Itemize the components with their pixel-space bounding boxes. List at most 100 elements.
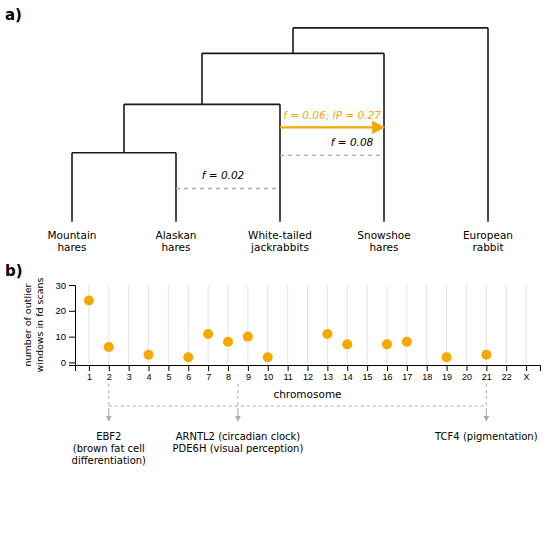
y-tick-label: 20 (55, 305, 66, 316)
dot (442, 352, 452, 362)
species-label: Europeanrabbit (463, 229, 513, 253)
x-tick-mark (168, 365, 169, 371)
x-tick-label: 20 (462, 372, 472, 382)
x-tick-mark (149, 365, 150, 371)
y-axis-title-line: windows in fd scans (34, 277, 45, 372)
x-tick-label: 2 (107, 372, 112, 382)
gene-flow-arrow (280, 126, 384, 128)
tree-branch (487, 28, 489, 222)
dot (481, 350, 491, 360)
y-tick: 30 (55, 280, 75, 291)
gene-label-line: (brown fat cell (73, 443, 145, 454)
dot (243, 332, 253, 342)
tree-branch (175, 153, 177, 222)
annotation-arrow (237, 408, 238, 421)
x-tick-mark (327, 365, 328, 371)
gene-annotations: EBF2(brown fat celldifferentiation) ARNTL… (72, 384, 538, 466)
species-label-line: White-tailed (248, 229, 312, 241)
tree-branch (71, 153, 73, 222)
x-tick: 3 (127, 365, 132, 382)
x-tick-mark (228, 365, 229, 371)
x-tick-mark (387, 365, 388, 371)
species-label-line: jackrabbits (250, 241, 309, 253)
dot (84, 295, 94, 305)
y-axis-title: number of outlierwindows in fd scans (22, 277, 45, 372)
grid-line (347, 285, 348, 365)
species-label-line: rabbit (472, 241, 503, 253)
grid-line (406, 285, 407, 365)
grid-line (426, 285, 427, 365)
gene-label: EBF2(brown fat celldifferentiation) (72, 431, 147, 466)
x-tick: 5 (166, 365, 171, 382)
x-tick-mark (208, 365, 209, 371)
species-label-line: hares (161, 241, 190, 253)
gene-flow-line (280, 155, 384, 156)
dot (144, 350, 154, 360)
y-tick: 20 (55, 305, 75, 316)
x-tick: 22 (502, 365, 512, 382)
x-tick: 11 (283, 365, 292, 382)
x-axis-line (76, 366, 541, 372)
x-tick-mark (347, 365, 348, 371)
x-tick: 4 (147, 365, 152, 382)
x-tick-label: 11 (283, 372, 292, 382)
x-tick-mark (188, 365, 189, 371)
annotation-connector (109, 406, 487, 407)
x-tick-label: 18 (422, 372, 432, 382)
x-tick-label: 19 (442, 372, 452, 382)
grid-line (526, 285, 527, 365)
grid (89, 285, 526, 365)
x-tick-mark (308, 365, 309, 371)
x-tick-label: 9 (246, 372, 251, 382)
species-label: Mountainhares (48, 229, 97, 253)
y-tick: 0 (61, 357, 75, 368)
x-tick: 9 (246, 365, 251, 382)
gene-flow-label: f = 0.02 (202, 169, 245, 181)
x-tick-mark (506, 365, 507, 371)
x-tick: 13 (323, 365, 333, 382)
dot (203, 329, 213, 339)
gene-label-line: differentiation) (72, 455, 147, 466)
x-tick-mark (486, 365, 487, 371)
y-axis: 0 10 20 30 (55, 280, 75, 368)
x-tick-label: 16 (382, 372, 392, 382)
gene-flow-label: f = 0.08 (331, 136, 374, 148)
x-tick: 8 (226, 365, 231, 382)
x-tick-label: 17 (402, 372, 412, 382)
x-tick: 6 (186, 365, 191, 382)
tree-branch (123, 104, 125, 152)
dot (342, 339, 352, 349)
x-tick-label: 14 (343, 372, 353, 382)
x-tick: 18 (422, 365, 432, 382)
x-tick-mark (427, 365, 428, 371)
annotation-connector (486, 384, 487, 406)
figure: a)MountainharesAlaskanharesWhite-tailedj… (0, 0, 554, 533)
x-tick-label: 8 (226, 372, 231, 382)
x-tick-mark (526, 365, 527, 371)
tree-branch (201, 53, 203, 104)
grid-line (506, 285, 507, 365)
gene-label: ARNTL2 (circadian clock)PDE6H (visual pe… (173, 431, 304, 454)
grid-line (307, 285, 308, 365)
grid-line (208, 285, 209, 365)
x-tick-label: 22 (502, 372, 512, 382)
x-tick: 16 (382, 365, 392, 382)
y-tick-label: 10 (55, 331, 66, 342)
grid-line (466, 285, 467, 365)
dot (183, 352, 193, 362)
x-tick-label: 10 (263, 372, 273, 382)
grid-line (367, 285, 368, 365)
x-tick-mark (129, 365, 130, 371)
x-tick-mark (109, 365, 110, 371)
grid-line (228, 285, 229, 365)
x-tick-label: 21 (482, 372, 492, 382)
species-label-line: hares (369, 241, 398, 253)
x-tick-label: 12 (303, 372, 313, 382)
dot (322, 329, 332, 339)
dots (84, 295, 491, 362)
x-tick: 17 (402, 365, 412, 382)
panel-b: b)12345678910111213141516171819202122X01… (5, 262, 541, 466)
x-tick-label: 1 (87, 372, 92, 382)
tree-branch (279, 104, 281, 221)
x-tick-label: 4 (147, 372, 152, 382)
